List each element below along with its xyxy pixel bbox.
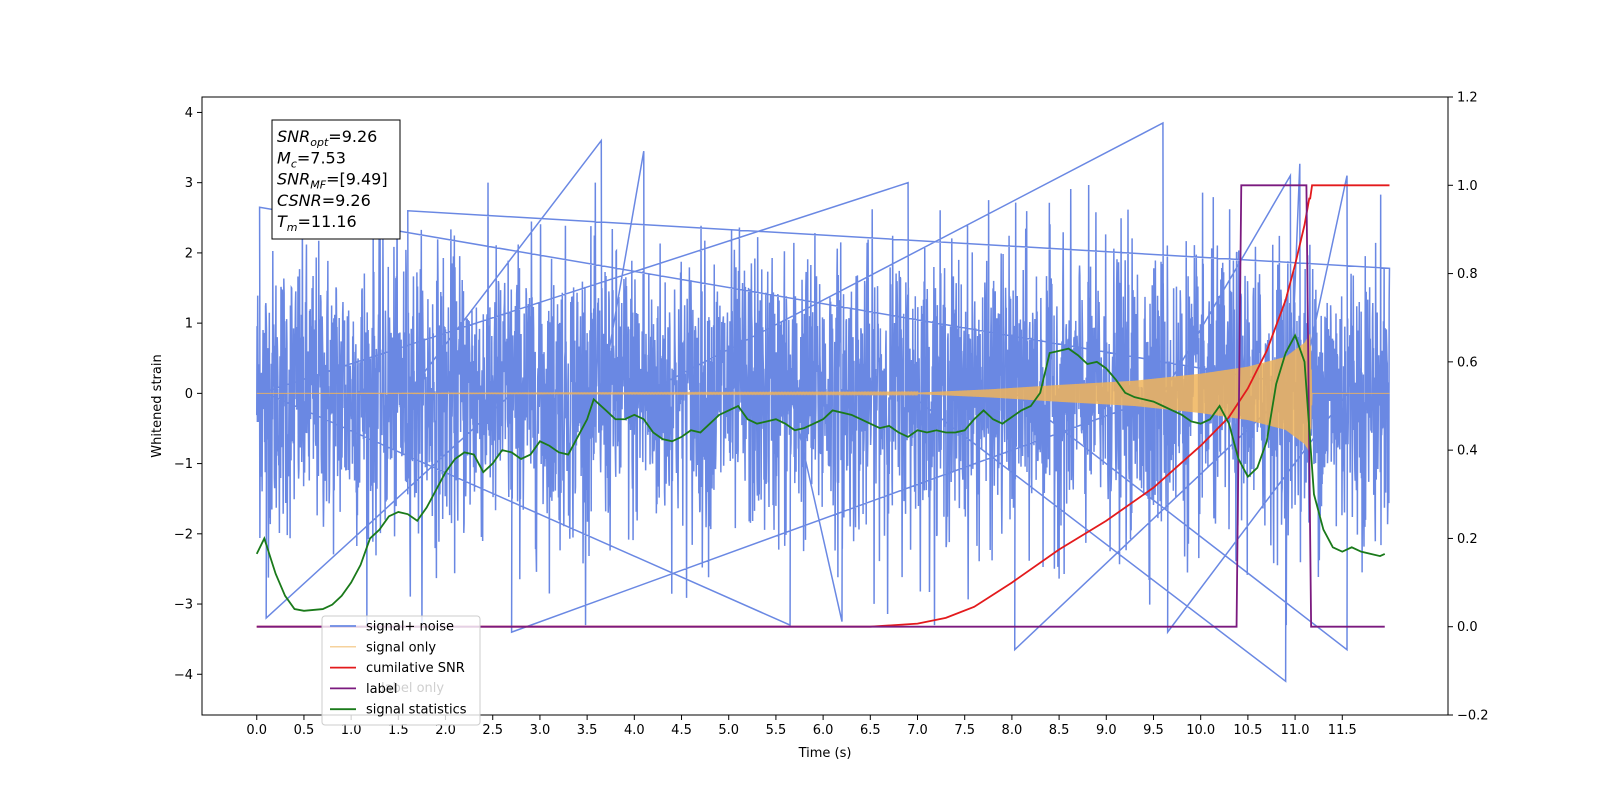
series-label-line (256, 184, 1385, 628)
legend-entry-label: label (366, 682, 397, 697)
x-tick-label: 11.5 (1328, 723, 1357, 738)
right-y-tick-label: 1.0 (1457, 179, 1478, 194)
x-tick-label: 9.5 (1143, 723, 1164, 738)
series-signal-only-line (256, 334, 1390, 454)
info-line: CSNR=9.26 (277, 191, 371, 210)
right-y-tick-label: 0.2 (1457, 532, 1478, 547)
x-tick-label: 4.5 (671, 723, 692, 738)
y-tick-label: −4 (174, 668, 193, 683)
x-tick-label: 1.0 (341, 723, 362, 738)
right-y-tick-label: 0.0 (1457, 620, 1478, 635)
y-tick-label: 3 (185, 176, 193, 191)
legend-entry-label: signal statistics (366, 703, 467, 718)
x-tick-label: 11.0 (1281, 723, 1310, 738)
y-axis-label: Whitened strain (150, 354, 165, 457)
x-tick-label: 2.5 (482, 723, 503, 738)
x-tick-label: 0.5 (294, 723, 315, 738)
x-tick-label: 1.5 (388, 723, 409, 738)
legend-entry-label: signal only (366, 640, 436, 655)
x-tick-label: 10.0 (1186, 723, 1215, 738)
right-y-tick-label: −0.2 (1457, 709, 1489, 724)
x-axis-label: Time (s) (798, 746, 852, 761)
y-tick-label: −2 (174, 527, 193, 542)
info-line: Tm=11.16 (277, 212, 357, 234)
y-tick-label: −3 (174, 598, 193, 613)
y-tick-label: −1 (174, 457, 193, 472)
info-line: SNRMF=[9.49] (277, 170, 388, 192)
legend-overlap-text: label only (381, 681, 444, 696)
x-tick-label: 8.0 (1002, 723, 1023, 738)
plot-frame (201, 96, 1449, 716)
legend-entry-label: signal+ noise (366, 620, 454, 635)
y-tick-label: 0 (185, 387, 193, 402)
x-tick-label: 4.0 (624, 723, 645, 738)
right-y-tick-label: 0.8 (1457, 267, 1478, 282)
series-signal-statistics-line (255, 333, 1386, 612)
x-tick-label: 9.0 (1096, 723, 1117, 738)
x-tick-label: 5.0 (718, 723, 739, 738)
y-tick-label: 1 (185, 317, 193, 332)
y-axis-ticks: 4 3 2 1 0 −1 −2 −3 −4 (174, 106, 202, 683)
x-tick-label: 10.5 (1233, 723, 1262, 738)
x-tick-label: 0.0 (246, 723, 267, 738)
x-tick-label: 6.0 (813, 723, 834, 738)
right-y-tick-label: 1.2 (1457, 91, 1478, 106)
x-tick-label: 7.0 (907, 723, 928, 738)
y-tick-label: 2 (185, 246, 193, 261)
legend-entry-label: cumilative SNR (366, 661, 465, 676)
x-tick-label: 3.0 (530, 723, 551, 738)
right-y-tick-label: 0.6 (1457, 355, 1478, 370)
x-tick-label: 6.5 (860, 723, 881, 738)
legend: label only signal+ noise signal only cumila… (321, 615, 481, 726)
x-tick-label: 7.5 (954, 723, 975, 738)
x-tick-label: 3.5 (577, 723, 598, 738)
x-axis-ticks: 0.0 0.5 1.0 1.5 2.0 2.5 3.0 3.5 4.0 4.5 5.0 5.5 6.0 6… (246, 715, 1357, 738)
y-tick-label: 4 (185, 106, 193, 121)
info-line: Mc=7.53 (277, 148, 346, 170)
right-y-axis-ticks: 1.2 1.0 0.8 0.6 0.4 0.2 0.0 −0.2 (1448, 91, 1489, 724)
x-tick-label: 2.0 (435, 723, 456, 738)
info-line: SNRopt=9.26 (277, 127, 377, 149)
right-y-tick-label: 0.4 (1457, 444, 1478, 459)
x-tick-label: 5.5 (766, 723, 787, 738)
series-cumulative-snr-line (256, 184, 1390, 628)
x-tick-label: 8.5 (1049, 723, 1070, 738)
series-layer (255, 121, 1391, 683)
